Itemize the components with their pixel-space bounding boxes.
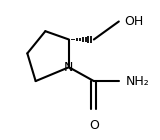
Text: OH: OH — [124, 15, 144, 28]
Text: N: N — [64, 61, 74, 74]
Text: O: O — [89, 119, 99, 131]
Text: NH₂: NH₂ — [126, 75, 149, 88]
